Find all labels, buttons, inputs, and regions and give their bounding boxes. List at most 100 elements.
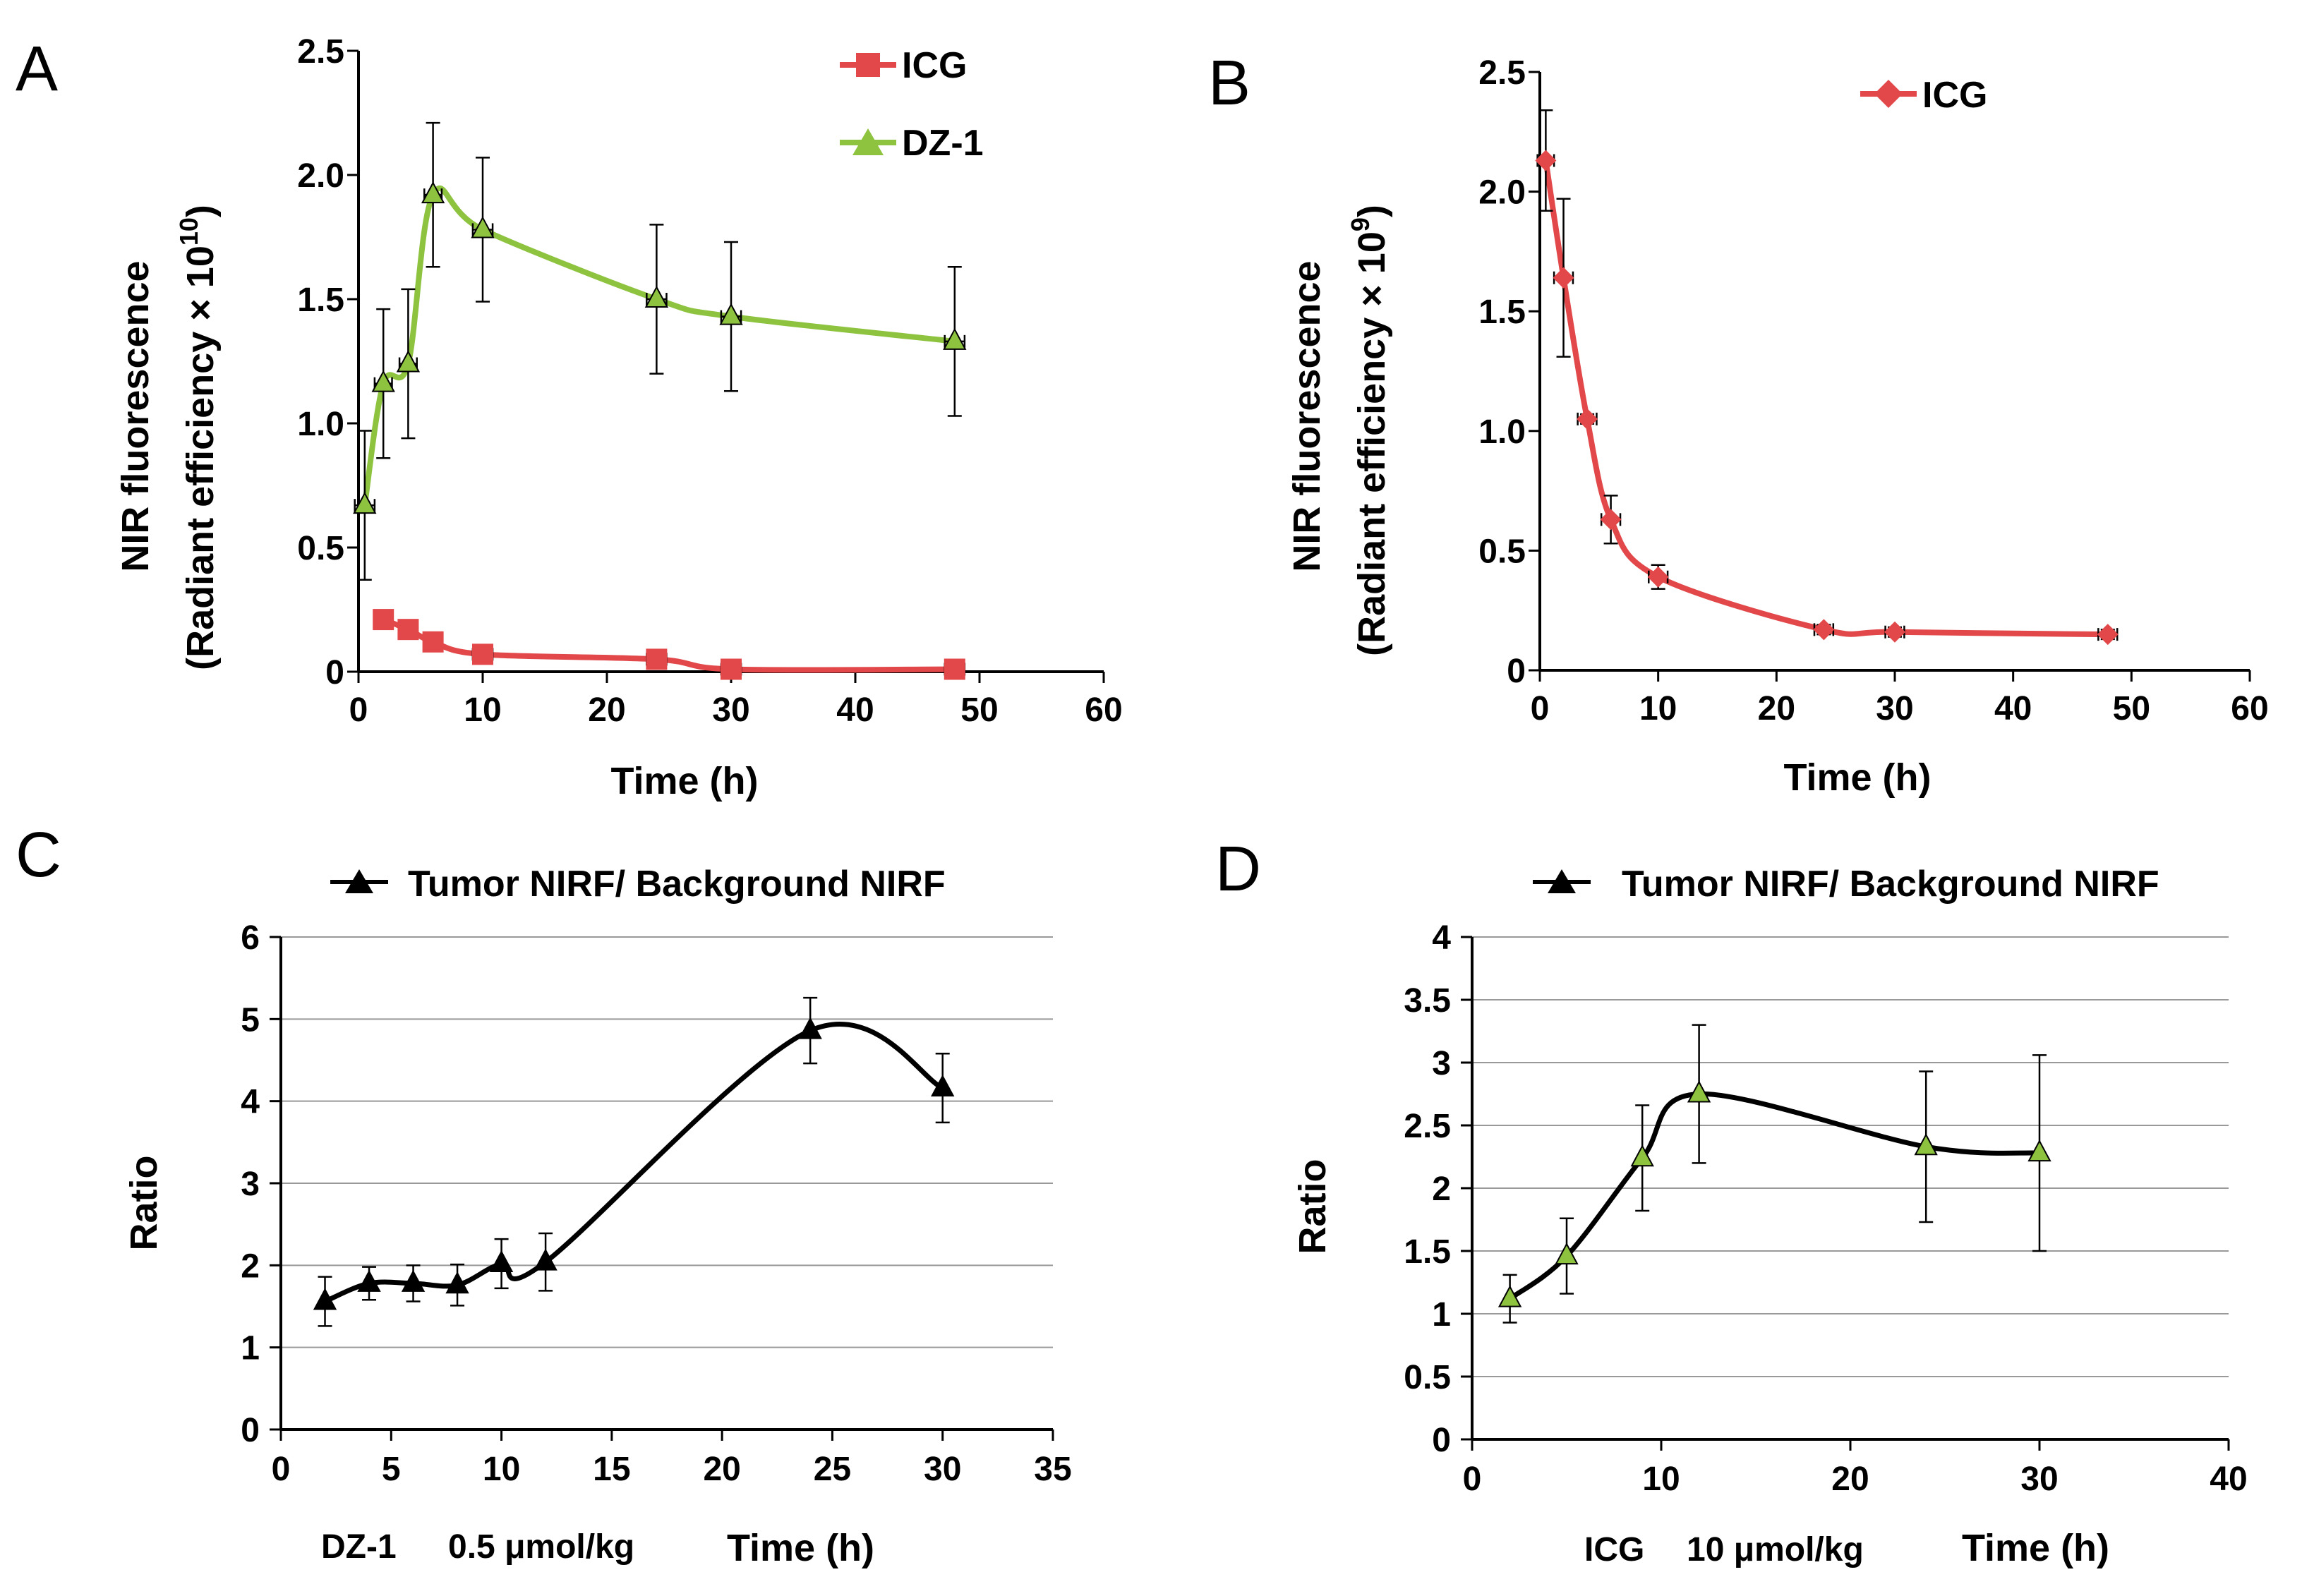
x-tick-label: 10 bbox=[1642, 1461, 1680, 1498]
x-tick-label: 60 bbox=[1085, 691, 1122, 729]
panel-label-d: D bbox=[1215, 834, 1261, 905]
x-tick-label: 30 bbox=[2020, 1461, 2058, 1498]
y-tick-label: 1.0 bbox=[1478, 413, 1526, 451]
legend-marker-icg bbox=[1874, 80, 1903, 108]
x-tick-label: 20 bbox=[1831, 1461, 1869, 1498]
data-point-triangle bbox=[644, 285, 669, 308]
legend-marker bbox=[1548, 869, 1576, 893]
chart-panel-d: 00.511.522.533.540 10 20 30 40 bbox=[1404, 919, 2247, 1498]
data-point-triangle bbox=[471, 216, 495, 238]
panel-a-y-axis-title: NIR fluorescence (Radiant efficiency × 1… bbox=[114, 205, 222, 670]
y-tick-label: 2.5 bbox=[1478, 54, 1526, 92]
data-point-triangle bbox=[1497, 1285, 1522, 1307]
x-tick-label: 10 bbox=[464, 691, 501, 729]
x-tick-label: 0 bbox=[1531, 690, 1550, 727]
y-tick-label: 0 bbox=[1432, 1422, 1451, 1459]
panel-a-legend: ICG DZ-1 bbox=[840, 45, 984, 164]
data-point-diamond bbox=[1813, 619, 1835, 641]
data-point-triangle bbox=[1687, 1080, 1711, 1103]
panel-d-agent-label: ICG bbox=[1584, 1531, 1644, 1568]
legend-marker bbox=[345, 869, 373, 893]
data-point-triangle bbox=[931, 1074, 955, 1097]
data-point-square bbox=[472, 643, 493, 665]
data-point-square bbox=[397, 619, 419, 641]
data-point-triangle bbox=[943, 327, 967, 350]
data-point-triangle bbox=[1914, 1133, 1938, 1156]
y-tick-label: 2.5 bbox=[1404, 1108, 1451, 1145]
data-point-diamond bbox=[1600, 509, 1622, 531]
panel-a-x-axis-title: Time (h) bbox=[610, 760, 758, 802]
y-tick-label: 2.5 bbox=[297, 33, 344, 71]
data-point-triangle bbox=[489, 1250, 514, 1273]
data-point-square bbox=[944, 658, 965, 680]
x-tick-label: 35 bbox=[1034, 1451, 1071, 1488]
legend-marker-dz1 bbox=[852, 128, 884, 155]
legend-label: Tumor NIRF/ Background NIRF bbox=[1622, 864, 2159, 905]
y-tick-label: 0.5 bbox=[1404, 1359, 1451, 1396]
panel-b-x-axis-title: Time (h) bbox=[1783, 756, 1931, 799]
y-tick-label: 4 bbox=[241, 1084, 260, 1121]
data-point-diamond bbox=[1884, 621, 1905, 643]
data-point-triangle bbox=[2027, 1139, 2051, 1162]
panel-b-legend: ICG bbox=[1860, 75, 1987, 116]
x-tick-label: 10 bbox=[1639, 690, 1677, 727]
data-point-diamond bbox=[1577, 408, 1598, 430]
panel-c-x-axis-title: Time (h) bbox=[727, 1527, 874, 1569]
y-axis-title-close: ) bbox=[1351, 205, 1393, 217]
data-point-triangle bbox=[1555, 1243, 1579, 1265]
panel-b-y-axis-title: NIR fluorescence (Radiant efficiency × 1… bbox=[1286, 205, 1393, 656]
data-point-triangle bbox=[371, 370, 395, 392]
x-tick-label: 40 bbox=[1994, 690, 2032, 727]
y-axis-title-line2: (Radiant efficiency × 1010) bbox=[174, 205, 222, 670]
y-tick-label: 0.5 bbox=[1478, 533, 1526, 570]
x-tick-label: 30 bbox=[924, 1451, 961, 1488]
legend-marker-icg bbox=[856, 53, 880, 77]
data-point-triangle bbox=[396, 350, 421, 373]
x-tick-label: 10 bbox=[483, 1451, 520, 1488]
data-point-diamond bbox=[1553, 267, 1574, 289]
y-tick-label: 6 bbox=[241, 919, 260, 957]
y-tick-label: 2 bbox=[241, 1247, 260, 1285]
panel-d-y-axis-title: Ratio bbox=[1291, 1159, 1334, 1255]
panel-d-x-axis-title: Time (h) bbox=[1962, 1527, 2109, 1569]
panel-d-legend: Tumor NIRF/ Background NIRF bbox=[1533, 864, 2159, 905]
data-point-diamond bbox=[1647, 566, 1669, 588]
legend-label: Tumor NIRF/ Background NIRF bbox=[408, 864, 946, 905]
y-tick-label: 1.5 bbox=[1478, 294, 1526, 331]
x-tick-label: 20 bbox=[703, 1451, 740, 1488]
panel-c-agent-label: DZ-1 bbox=[321, 1528, 397, 1566]
panel-c-legend: Tumor NIRF/ Background NIRF bbox=[330, 864, 946, 905]
data-point-triangle bbox=[353, 492, 377, 514]
data-point-triangle bbox=[445, 1271, 469, 1294]
y-tick-label: 4 bbox=[1432, 919, 1451, 957]
chart-panel-c: 0 1 2 3 4 5 6 0 5 10 15 20 25 30 35 bbox=[241, 919, 1071, 1488]
panel-d-dose-label: 10 μmol/kg bbox=[1687, 1531, 1864, 1568]
y-axis-title-exponent: 10 bbox=[174, 217, 203, 246]
data-point-square bbox=[721, 658, 742, 680]
y-tick-label: 3.5 bbox=[1404, 982, 1451, 1020]
data-point-triangle bbox=[798, 1017, 822, 1039]
y-tick-label: 1.5 bbox=[297, 282, 344, 319]
data-point-triangle bbox=[313, 1288, 337, 1310]
x-tick-label: 40 bbox=[2210, 1461, 2247, 1498]
data-point-diamond bbox=[1535, 150, 1557, 171]
data-point-triangle bbox=[401, 1269, 426, 1292]
y-tick-label: 3 bbox=[241, 1166, 260, 1203]
x-tick-label: 25 bbox=[814, 1451, 851, 1488]
y-tick-label: 0 bbox=[241, 1412, 260, 1449]
x-tick-label: 40 bbox=[836, 691, 874, 729]
y-tick-label: 1.5 bbox=[1404, 1233, 1451, 1271]
panel-c-y-axis-title: Ratio bbox=[123, 1156, 165, 1251]
y-tick-label: 1 bbox=[1432, 1296, 1451, 1334]
x-tick-label: 50 bbox=[2113, 690, 2150, 727]
panel-label-b: B bbox=[1208, 48, 1251, 119]
y-tick-label: 1.0 bbox=[297, 406, 344, 443]
y-axis-title-line1: NIR fluorescence bbox=[1286, 260, 1328, 572]
chart-panel-a: 0 0.5 1.0 1.5 2.0 2.5 0 10 20 30 40 50 60 bbox=[297, 33, 1122, 729]
data-point-triangle bbox=[357, 1269, 381, 1292]
data-point-triangle bbox=[719, 303, 743, 325]
data-point-square bbox=[422, 631, 444, 653]
y-tick-label: 2.0 bbox=[1478, 174, 1526, 212]
x-tick-label: 20 bbox=[588, 691, 625, 729]
